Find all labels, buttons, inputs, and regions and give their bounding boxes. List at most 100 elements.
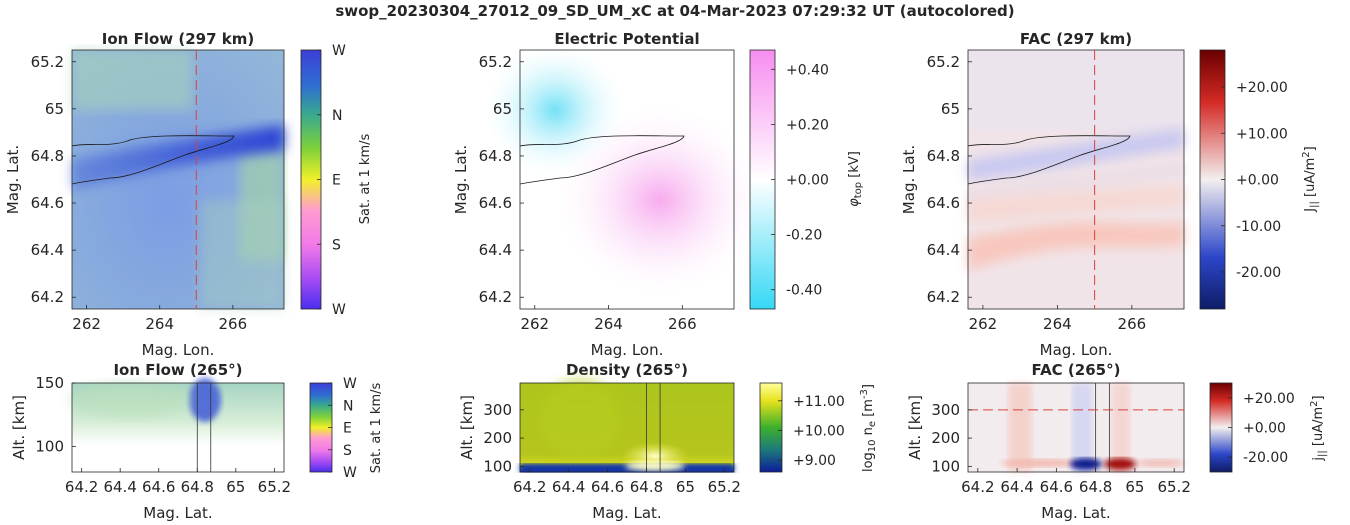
x-tick-label: 64.6 [142, 478, 175, 496]
y-tick-label: 64.2 [31, 288, 64, 306]
colorbar-ion-flow-top: W N E S W Sat. at 1 km/s [300, 43, 373, 318]
x-tick-label: 262 [520, 315, 549, 333]
y-tick-label: 65 [941, 100, 960, 118]
x-tick-label: 262 [72, 315, 101, 333]
axes-frame [519, 49, 735, 310]
colorbar-tick-label: S [332, 237, 341, 253]
y-tick-label: 64.8 [927, 147, 960, 165]
y-tick-label: 300 [483, 401, 512, 419]
y-tick-label: 64.8 [31, 147, 64, 165]
y-tick-label: 100 [931, 457, 960, 475]
x-tick-label: 65.2 [258, 478, 291, 496]
heatmap-field [968, 383, 1184, 472]
x-tick-label: 65.2 [708, 478, 741, 496]
x-tick-label: 65 [676, 478, 695, 496]
colorbar-label: J|| [uA/m2] [1301, 146, 1320, 212]
y-tick-label: 200 [931, 429, 960, 447]
colorbar-tick-label: +11.00 [793, 394, 845, 410]
colorbar-tick-label: +10.00 [793, 423, 845, 439]
colorbar-label: log10 ne [m-3] [859, 384, 878, 472]
panel-title: Ion Flow (265°) [113, 361, 242, 379]
x-tick-label: 264 [1043, 315, 1072, 333]
density-bottom-panel: Density (265°) 64.2 64.4 64.6 64.8 65 65.2 100… [458, 361, 741, 522]
contour-line [519, 135, 685, 185]
colorbar-density: +11.00 +10.00 +9.00 log10 ne [m-3] [759, 382, 878, 473]
y-tick-label: 100 [35, 438, 64, 456]
x-tick-label: 64.8 [630, 478, 663, 496]
x-tick-label: 64.4 [1000, 478, 1033, 496]
colorbar-tick-label: W [343, 376, 357, 392]
y-axis-label: Mag. Lat. [452, 145, 470, 214]
x-tick-label: 65 [1125, 478, 1144, 496]
axes-frame [967, 49, 1185, 310]
colorbar-fac-top: +20.00 +10.00 +0.00 -10.00 -20.00 J|| [uA/m2… [1199, 49, 1320, 310]
x-tick-label: 65 [226, 478, 245, 496]
colorbar-tick-label: S [343, 443, 352, 459]
y-tick-label: 64.6 [479, 194, 512, 212]
colorbar-tick-label: W [332, 302, 346, 318]
y-tick-label: 65 [493, 100, 512, 118]
y-tick-label: 65.2 [927, 53, 960, 71]
x-axis-label: Mag. Lon. [1040, 341, 1113, 359]
y-tick-label: 64.6 [927, 194, 960, 212]
y-tick-label: 65 [45, 100, 64, 118]
colorbar-tick-label: +0.20 [786, 117, 829, 133]
fac-bottom-panel: FAC (265°) 64.2 64.4 64.6 64.8 65 65.2 100 200 3… [906, 361, 1191, 522]
x-axis-label: Mag. Lon. [591, 341, 664, 359]
x-tick-label: 64.8 [1079, 478, 1112, 496]
axes-frame [519, 382, 735, 473]
x-tick-label: 64.6 [1040, 478, 1073, 496]
colorbar-label: j|| [uA/m2] [1309, 395, 1328, 461]
x-tick-label: 266 [668, 315, 697, 333]
colorbar-tick-label: -20.00 [1243, 450, 1288, 466]
x-tick-label: 64.4 [103, 478, 136, 496]
y-axis-label: Mag. Lat. [4, 145, 22, 214]
colorbar-tick-label: E [343, 421, 352, 437]
heatmap-field [480, 40, 770, 309]
x-tick-label: 64.6 [591, 478, 624, 496]
x-tick-label: 64.2 [961, 478, 994, 496]
x-tick-label: 262 [969, 315, 998, 333]
colorbar-tick-label: +0.00 [1236, 173, 1279, 189]
y-axis-label: Alt. [km] [906, 395, 924, 460]
x-tick-label: 264 [145, 315, 174, 333]
colorbar-tick-label: -0.20 [786, 228, 822, 244]
y-tick-label: 64.4 [479, 241, 512, 259]
y-axis-label: Alt. [km] [458, 395, 476, 460]
colorbar-tick-label: +0.40 [786, 62, 829, 78]
colorbar-tick-label: N [332, 108, 342, 124]
colorbar-tick-label: +20.00 [1236, 80, 1288, 96]
heatmap-field [520, 380, 734, 472]
colorbar-tick-label: -10.00 [1236, 219, 1281, 235]
colorbar-potential: +0.40 +0.20 +0.00 -0.20 -0.40 φtop [kV] [749, 49, 864, 310]
y-tick-label: 64.4 [927, 241, 960, 259]
heatmap-field [71, 50, 284, 309]
y-tick-label: 65.2 [31, 53, 64, 71]
ion-flow-bottom-panel: Ion Flow (265°) 64.2 64.4 64.6 64.8 65 65.2 10… [10, 361, 291, 522]
figure-suptitle: swop_20230304_27012_09_SD_UM_xC at 04-Ma… [335, 2, 1015, 20]
x-tick-label: 266 [1118, 315, 1147, 333]
x-tick-label: 64.2 [65, 478, 98, 496]
y-tick-label: 64.2 [927, 288, 960, 306]
colorbar-tick-label: N [343, 398, 353, 414]
colorbar-tick-label: E [332, 173, 341, 189]
y-axis-label: Mag. Lat. [900, 145, 918, 214]
colorbar-tick-label: -0.40 [786, 283, 822, 299]
y-tick-label: 100 [483, 457, 512, 475]
ion-flow-top-panel: Ion Flow (297 km) 262 264 266 64.2 64.4 64.6 6… [4, 30, 285, 359]
panel-title: Density (265°) [566, 361, 688, 379]
x-tick-label: 266 [219, 315, 248, 333]
y-tick-label: 64.2 [479, 288, 512, 306]
axes-frame [967, 382, 1185, 473]
y-tick-label: 150 [35, 374, 64, 392]
colorbar-tick-label: +9.00 [793, 453, 836, 469]
x-tick-label: 64.2 [513, 478, 546, 496]
panel-title: FAC (265°) [1032, 361, 1121, 379]
fac-top-panel: FAC (297 km) 262 264 266 64.2 64.4 64.6 64.8 65… [900, 30, 1185, 359]
y-axis-label: Alt. [km] [10, 395, 28, 460]
y-tick-label: 65.2 [479, 53, 512, 71]
colorbar-tick-label: W [343, 465, 357, 481]
colorbar-tick-label: W [332, 43, 346, 59]
heatmap-field [70, 378, 284, 472]
